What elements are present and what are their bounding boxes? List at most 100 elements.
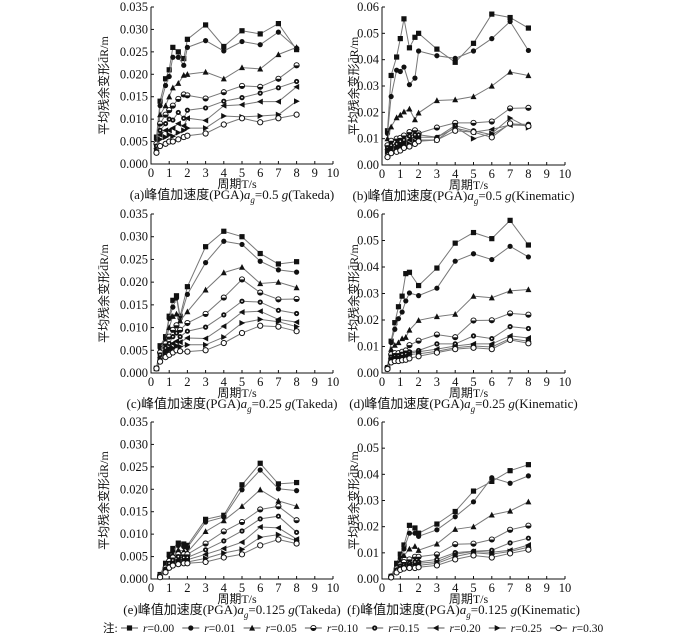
legend-entry: r=0.30: [550, 623, 603, 635]
data-point: [239, 546, 246, 553]
data-point: [434, 265, 440, 271]
series-r=0.15: [153, 78, 300, 149]
data-point: [184, 36, 190, 42]
data-point: [175, 109, 181, 116]
data-point: [433, 124, 440, 131]
data-point: [157, 127, 163, 133]
data-point: [275, 115, 282, 122]
x-axis-label: 周期T/s: [449, 386, 489, 400]
data-point: [221, 48, 227, 54]
legend-label: r=0.01: [204, 623, 235, 635]
data-point: [170, 545, 176, 552]
data-point: [434, 521, 440, 527]
y-axis-label: 平均残余变形d̄R/m: [346, 244, 361, 343]
series-r=0.05: [384, 286, 532, 371]
data-point: [489, 36, 495, 42]
data-point: [294, 310, 300, 317]
data-point: [293, 295, 300, 303]
data-point: [166, 67, 172, 73]
data-point: [470, 523, 477, 530]
data-point: [416, 282, 422, 289]
data-point: [162, 121, 169, 127]
data-point: [239, 64, 245, 71]
data-point: [388, 93, 394, 100]
data-point: [238, 518, 246, 526]
data-point: [238, 539, 245, 546]
data-point: [202, 310, 209, 317]
data-point: [415, 553, 422, 560]
data-point: [173, 310, 180, 317]
data-point: [257, 322, 264, 329]
data-point: [434, 527, 440, 533]
data-point: [175, 54, 181, 60]
data-point: [525, 311, 532, 318]
y-tick-label: 0.030: [120, 230, 148, 244]
data-point: [470, 48, 477, 54]
y-tick-label: 0.03: [357, 287, 379, 301]
data-point: [452, 556, 459, 563]
legend-label: r=0.20: [450, 623, 481, 635]
data-point: [433, 562, 440, 569]
open-circle-icon: [555, 624, 562, 632]
x-tick-label: 3: [434, 375, 440, 389]
y-tick-label: 0.010: [120, 112, 148, 126]
data-point: [184, 308, 191, 315]
data-point: [238, 115, 246, 122]
data-point: [173, 342, 180, 349]
caption-unit: g: [282, 187, 289, 202]
series-r=0.30: [153, 111, 300, 156]
data-point: [406, 133, 413, 139]
caption-sub: g: [250, 195, 255, 205]
data-point: [416, 293, 422, 299]
data-point: [275, 85, 281, 91]
data-point: [394, 560, 400, 566]
y-tick-label: 0.05: [357, 234, 379, 248]
data-point: [470, 292, 477, 299]
panel-caption: (a)峰值加速度(PGA)ag=0.5 g(Takeda): [130, 187, 334, 205]
data-point: [202, 117, 209, 124]
x-tick-label: 5: [239, 166, 245, 180]
data-point: [293, 111, 300, 118]
data-point: [488, 511, 495, 518]
data-point: [173, 322, 180, 329]
data-point: [406, 355, 413, 362]
legend-entry: r=0.10: [304, 623, 358, 635]
data-point: [221, 334, 227, 341]
y-tick-label: 0.00: [357, 366, 379, 380]
caption-method: (Takeda): [288, 187, 334, 202]
legend-value: =0.30: [577, 623, 604, 635]
caption-label: (b)峰值加速度(PGA): [353, 188, 468, 203]
legend-prefix: 注:: [103, 621, 118, 635]
data-point: [470, 540, 477, 547]
data-point: [452, 55, 458, 61]
x-tick-label: 0: [148, 375, 154, 389]
data-point: [177, 334, 183, 340]
data-point: [257, 467, 263, 473]
series-r=0.05: [388, 498, 532, 579]
data-point: [294, 259, 300, 265]
data-point: [393, 114, 400, 121]
panel-c: 0 1 2 3 4 5 6 7 8 9 10 0.000 0.005 0.010 0.015 0.020 0.0…: [96, 207, 339, 414]
data-point: [239, 487, 245, 493]
y-tick-label: 0.005: [120, 135, 148, 149]
data-point: [239, 320, 246, 327]
data-point: [412, 530, 418, 536]
data-point: [238, 309, 245, 316]
legend-var: r: [266, 623, 271, 635]
data-point: [177, 317, 184, 324]
legend-label: r=0.10: [327, 623, 358, 635]
x-tick-label: 7: [507, 581, 513, 595]
data-point: [220, 102, 227, 109]
data-point: [470, 499, 477, 505]
data-point: [294, 269, 300, 275]
x-tick-label: 1: [166, 581, 172, 595]
y-tick-label: 0.06: [357, 415, 379, 429]
data-point: [203, 324, 209, 330]
y-tick-label: 0.030: [120, 437, 148, 451]
legend-var: r: [572, 623, 577, 635]
data-point: [166, 347, 173, 354]
data-point: [294, 488, 300, 494]
legend-value: =0.05: [270, 623, 297, 635]
caption-var: a: [460, 602, 467, 617]
y-tick-label: 0.02: [357, 313, 379, 327]
